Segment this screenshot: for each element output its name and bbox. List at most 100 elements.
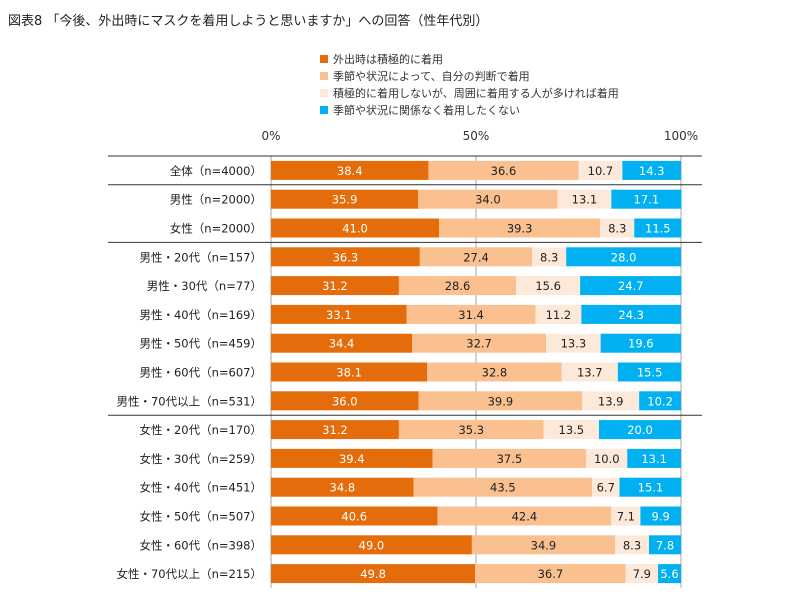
data-label: 49.0 [359, 538, 385, 552]
category-label: 女性・60代（n=398） [139, 538, 262, 552]
legend-swatch-1 [320, 55, 328, 63]
data-label: 8.3 [540, 250, 558, 264]
data-label: 35.3 [458, 423, 484, 437]
bar-segment [625, 564, 659, 584]
data-label: 38.1 [336, 366, 362, 380]
data-label: 33.1 [326, 308, 352, 322]
bar-segment [617, 362, 682, 382]
legend: 外出時は積極的に着用季節や状況によって、自分の判断で着用積極的に着用しないが、周… [320, 52, 619, 117]
legend-label-4: 季節や状況に関係なく着用したくない [333, 103, 520, 117]
bar-segment [619, 477, 682, 497]
bar-segment [546, 333, 601, 353]
bar-segment [658, 564, 681, 584]
bar-segment [611, 189, 682, 209]
data-label: 36.6 [491, 164, 517, 178]
data-label: 31.2 [322, 423, 348, 437]
bar-segment [543, 420, 599, 440]
bar-segment [532, 247, 567, 267]
data-label: 13.1 [641, 452, 667, 466]
bar-segment [639, 391, 681, 411]
category-label: 全体（n=4000） [170, 164, 262, 178]
data-label: 32.8 [482, 366, 508, 380]
data-label: 5.6 [660, 567, 678, 581]
legend-label-3: 積極的に着用しないが、周囲に着用する人が多ければ着用 [333, 86, 619, 100]
bar-segment [627, 448, 681, 468]
bar-segment [599, 420, 681, 440]
bar-segment [611, 506, 641, 526]
bar-segment [634, 218, 682, 238]
bar-segment [271, 160, 429, 180]
bar-segment [271, 362, 428, 382]
x-axis: 0% 50% 100% [261, 129, 698, 143]
group-separators [108, 155, 702, 416]
bar-segment [516, 276, 581, 296]
data-label: 40.6 [341, 510, 367, 524]
bar-segment [566, 247, 681, 267]
legend-label-1: 外出時は積極的に着用 [333, 52, 443, 66]
data-label: 10.7 [588, 164, 614, 178]
data-label: 49.8 [360, 567, 386, 581]
bar-segment [578, 160, 623, 180]
data-label: 36.0 [332, 394, 358, 408]
data-label: 19.6 [628, 337, 654, 351]
data-label: 11.2 [546, 308, 572, 322]
data-label: 10.2 [647, 394, 673, 408]
category-labels: 全体（n=4000） 男性（n=2000） 女性（n=2000） 男性・20代（n=1… [116, 164, 262, 581]
data-label: 10.0 [594, 452, 620, 466]
bar-segment [413, 477, 593, 497]
bar-segment [640, 506, 681, 526]
data-label: 24.3 [618, 308, 644, 322]
bar-segment [580, 276, 682, 296]
bar-segment [412, 333, 547, 353]
data-label: 42.4 [512, 510, 538, 524]
bar-segment [271, 506, 438, 526]
data-label: 9.9 [652, 510, 670, 524]
bar-segment [398, 276, 517, 296]
bar-segment [271, 420, 399, 440]
bar-segment [406, 304, 536, 324]
category-label: 女性・20代（n=170） [139, 423, 262, 437]
bar-segment [586, 448, 628, 468]
bar-segment [418, 391, 583, 411]
legend-label-2: 季節や状況によって、自分の判断で着用 [333, 69, 530, 83]
bar-segment [271, 218, 440, 238]
bar-segment [271, 304, 407, 324]
bar-segment [582, 391, 640, 411]
data-label: 13.3 [561, 337, 587, 351]
data-label: 15.5 [637, 366, 663, 380]
data-label: 39.3 [507, 222, 533, 236]
bar-segment [600, 218, 635, 238]
data-label: 7.9 [633, 567, 651, 581]
bar-segment [622, 160, 681, 180]
x-tick-label: 0% [261, 129, 280, 143]
data-label: 6.7 [597, 481, 615, 495]
bar-segment [271, 189, 419, 209]
data-label: 24.7 [618, 279, 644, 293]
legend-swatch-3 [320, 89, 328, 97]
legend-swatch-4 [320, 106, 328, 114]
data-label: 34.9 [531, 538, 557, 552]
data-label: 11.5 [645, 222, 671, 236]
category-label: 男性・50代（n=459） [139, 337, 262, 351]
bar-segment [600, 333, 681, 353]
data-label: 31.4 [458, 308, 484, 322]
data-label: 14.3 [639, 164, 665, 178]
data-label: 20.0 [627, 423, 653, 437]
data-label: 39.9 [488, 394, 514, 408]
category-label: 男性・30代（n=77） [147, 279, 262, 293]
data-label: 37.5 [497, 452, 523, 466]
bar-segment [614, 535, 650, 555]
data-label: 34.8 [330, 481, 356, 495]
data-label: 15.1 [638, 481, 664, 495]
data-label: 32.7 [466, 337, 492, 351]
data-label: 28.0 [611, 250, 637, 264]
category-label: 男性・70代以上（n=531） [116, 394, 262, 408]
bar-segment [271, 564, 476, 584]
category-label: 男性・20代（n=157） [139, 250, 262, 264]
data-label: 34.4 [329, 337, 355, 351]
data-label: 13.9 [598, 394, 624, 408]
x-tick-label: 50% [463, 129, 490, 143]
bar-segment [271, 276, 399, 296]
bar-segment [271, 448, 433, 468]
